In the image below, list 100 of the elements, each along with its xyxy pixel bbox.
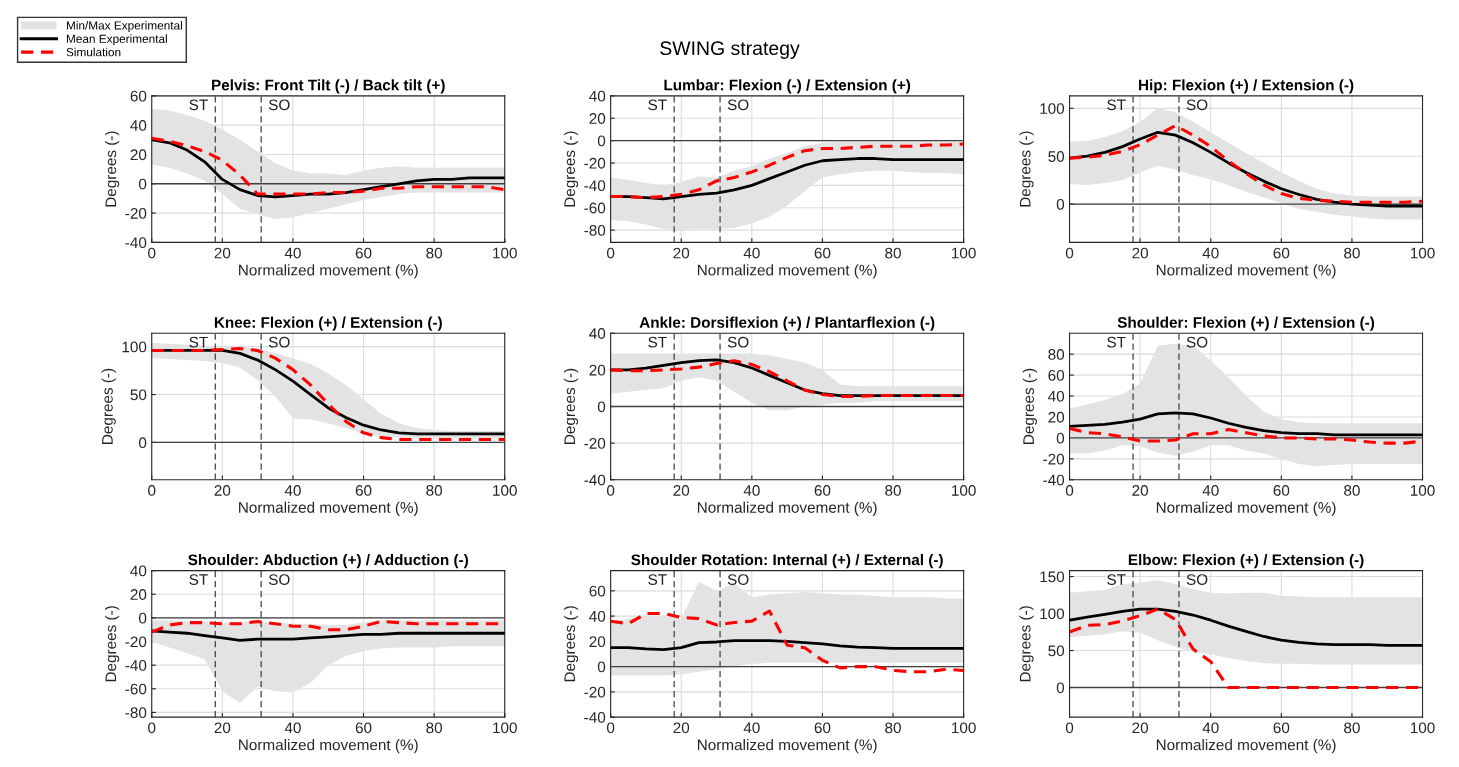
ref-line-label: ST [1107,336,1126,348]
y-tick-label: 40 [589,90,606,102]
y-tick-label: 40 [589,610,606,622]
x-tick-label: 80 [885,485,901,496]
ref-line-label: ST [189,336,208,348]
y-tick-label: -60 [125,683,147,695]
x-tick-label: 0 [148,485,156,496]
x-tick-label: 60 [355,485,372,496]
chart-title: Lumbar: Flexion (-) / Extension (+) [664,79,911,94]
x-tick-label: 40 [743,722,760,734]
y-axis-title: Degrees (-) [105,131,120,207]
y-tick-label: 0 [138,612,147,624]
y-tick-label: 20 [1048,411,1065,423]
y-axis-title: Degrees (-) [563,606,579,682]
ref-line-label: ST [648,336,667,348]
x-tick-label: 60 [814,722,831,734]
x-tick-label: 80 [426,247,443,259]
ref-line-label: ST [189,99,208,111]
x-tick-label: 100 [493,485,517,496]
y-tick-label: 20 [130,149,147,161]
legend-label: Simulation [66,47,121,57]
y-axis-title: Degrees (-) [1019,606,1034,682]
y-tick-label: 0 [597,401,606,413]
line-series [610,609,964,674]
ref-line-label: SO [268,99,290,111]
y-tick-label: 0 [597,135,606,147]
y-axis-title: Degrees (-) [563,131,579,207]
x-axis-title: Normalized movement (%) [239,501,418,516]
y-tick-label: 80 [1048,349,1065,360]
x-tick-label: 100 [952,722,976,734]
x-tick-label: 100 [1410,485,1435,496]
x-tick-label: 40 [284,247,301,259]
x-tick-label: 100 [1410,722,1435,734]
y-tick-label: -20 [125,207,147,219]
y-tick-label: -40 [125,237,147,249]
ref-line-label: SO [1186,574,1208,585]
y-axis-title: Degrees (-) [563,368,579,444]
x-tick-label: 80 [1344,722,1360,734]
x-tick-label: 60 [1273,485,1290,496]
x-tick-label: 20 [1132,247,1149,259]
line-series [610,142,964,200]
y-axis-title: Degrees (-) [101,368,116,444]
x-tick-label: 60 [1273,722,1290,734]
y-tick-label: -20 [1043,453,1065,465]
y-tick-label: 50 [1048,151,1065,162]
ref-line-label: SO [727,574,749,585]
x-tick-label: 80 [426,485,443,496]
chart-title: Hip: Flexion (+) / Extension (-) [1139,79,1354,94]
y-tick-label: 60 [589,585,606,597]
y-axis-title: Degrees (-) [1019,131,1034,207]
x-tick-label: 60 [1273,247,1290,259]
x-tick-label: 0 [148,722,156,734]
y-tick-label: 40 [589,328,606,339]
y-tick-label: 60 [130,90,147,102]
ref-line-label: ST [189,574,208,585]
y-tick-label: 150 [1040,571,1065,583]
x-axis-title: Normalized movement (%) [1156,739,1336,754]
x-tick-label: 40 [743,485,760,496]
x-tick-label: 60 [355,722,372,734]
x-tick-label: 20 [673,247,690,259]
chart-title: Elbow: Flexion (+) / Extension (-) [1128,553,1364,569]
ref-line-label: SO [268,574,290,585]
y-tick-label: 0 [138,178,147,190]
y-tick-label: -20 [125,636,147,648]
chart-title: Ankle: Dorsiflexion (+) / Plantarflexion (-) [639,316,935,331]
y-tick-label: 20 [589,113,606,124]
x-axis-title: Normalized movement (%) [697,264,877,279]
y-tick-label: -20 [584,157,606,169]
x-tick-label: 0 [1065,247,1074,259]
x-axis-title: Normalized movement (%) [1156,264,1336,279]
text: Min/Max Experimental [66,20,182,32]
x-tick-label: 40 [1202,247,1219,259]
text: SWING strategy [660,41,800,59]
ref-line-label: SO [727,99,749,111]
y-tick-label: -40 [584,712,606,723]
x-axis-title: Normalized movement (%) [697,501,877,516]
x-tick-label: 20 [214,485,231,496]
y-tick-label: 0 [138,437,147,449]
y-tick-label: 40 [130,120,147,131]
x-tick-label: 0 [1065,722,1074,734]
chart-title: Knee: Flexion (+) / Extension (-) [214,316,442,331]
x-tick-label: 0 [1065,485,1074,496]
y-tick-label: 0 [1056,432,1065,444]
y-tick-label: -80 [125,707,147,719]
x-tick-label: 40 [284,485,301,496]
y-tick-label: 20 [589,364,606,376]
y-tick-label: 100 [122,341,147,353]
x-tick-label: 40 [743,247,760,259]
x-tick-label: 0 [148,247,156,259]
y-tick-label: 0 [1056,198,1065,210]
y-tick-label: 20 [130,589,147,600]
y-tick-label: -20 [584,686,606,698]
y-tick-label: 40 [130,565,147,577]
x-tick-label: 80 [426,722,443,734]
x-tick-label: 40 [284,722,301,734]
ref-line-label: SO [1186,336,1208,348]
y-axis-title: Degrees (-) [1022,368,1038,444]
x-axis-title: Normalized movement (%) [239,264,418,279]
y-tick-label: 40 [1048,390,1065,402]
x-tick-label: 80 [885,722,901,734]
